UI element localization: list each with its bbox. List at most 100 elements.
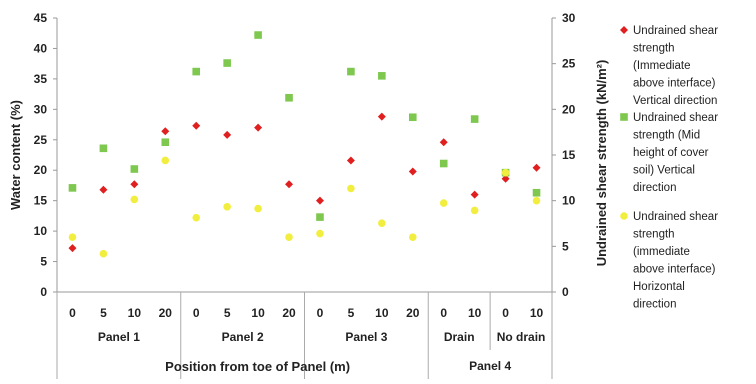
x-tick-label: 10 xyxy=(128,306,142,320)
x-tick-label: 5 xyxy=(348,306,355,320)
x-tick-label: 10 xyxy=(468,306,482,320)
legend: Undrained shear strength (Immediate above i… xyxy=(620,25,718,311)
legend-label-line: (Immediate xyxy=(633,60,691,72)
legend-label-line: direction xyxy=(633,299,676,311)
data-point-series-2 xyxy=(254,31,262,39)
data-point-series-3 xyxy=(223,202,231,211)
x-tick-label: 0 xyxy=(69,306,76,320)
legend-label-line: soil) Vertical xyxy=(633,165,695,177)
x-tick-label: 20 xyxy=(282,306,296,320)
data-point-series-1 xyxy=(377,112,386,121)
data-point-series-2 xyxy=(347,67,355,76)
data-point-series-1 xyxy=(408,167,417,176)
data-point-series-2 xyxy=(408,113,417,122)
x-tick-label: 0 xyxy=(317,306,324,320)
x-tick-label: 20 xyxy=(406,306,420,320)
data-point-series-1 xyxy=(346,156,355,165)
legend-label-line: (immediate xyxy=(633,246,690,258)
data-point-series-3 xyxy=(254,204,262,213)
data-point-series-2 xyxy=(223,59,231,67)
data-point-series-3 xyxy=(192,213,201,222)
legend-label-line: direction xyxy=(633,182,676,194)
x-axis-title: Position from toe of Panel (m) xyxy=(165,359,350,374)
legend-marker-series-2 xyxy=(620,113,628,121)
x-tick-label: 5 xyxy=(100,306,107,320)
data-point-series-1 xyxy=(130,180,139,189)
data-point-series-2 xyxy=(99,144,108,153)
left-tick-label: 15 xyxy=(34,194,48,208)
x-tick-label: 10 xyxy=(375,306,389,320)
right-tick-label: 15 xyxy=(562,148,576,162)
data-point-series-1 xyxy=(470,190,479,199)
legend-label-line: above interface) xyxy=(633,78,716,90)
data-point-series-1 xyxy=(254,123,263,132)
data-point-series-1 xyxy=(192,121,201,130)
x-tick-label: 10 xyxy=(530,306,544,320)
data-point-series-3 xyxy=(378,219,386,227)
data-point-series-1 xyxy=(68,244,77,253)
data-point-series-3 xyxy=(316,229,324,238)
legend-label-line: Horizontal xyxy=(633,281,685,293)
data-point-series-1 xyxy=(223,130,232,139)
supergroup-label: Panel 4 xyxy=(469,359,511,373)
data-point-series-3 xyxy=(68,233,77,241)
data-point-series-3 xyxy=(99,249,108,258)
data-point-series-1 xyxy=(501,174,510,183)
right-tick-label: 0 xyxy=(562,285,569,299)
x-tick-label: 10 xyxy=(251,306,265,320)
left-tick-label: 0 xyxy=(40,285,47,299)
group-label: Panel 1 xyxy=(98,330,140,344)
data-point-series-3 xyxy=(347,184,355,193)
x-tick-label: 0 xyxy=(502,306,509,320)
data-point-series-1 xyxy=(99,185,108,194)
x-tick-label: 0 xyxy=(193,306,200,320)
data-point-series-2 xyxy=(316,213,324,221)
left-tick-label: 35 xyxy=(34,72,48,86)
data-point-series-2 xyxy=(532,188,541,197)
data-point-series-2 xyxy=(130,165,139,173)
data-point-series-1 xyxy=(285,180,294,189)
legend-marker-series-1 xyxy=(620,26,628,34)
x-tick-label: 20 xyxy=(159,306,173,320)
data-point-series-2 xyxy=(439,159,448,168)
left-tick-label: 30 xyxy=(34,102,48,116)
legend-label-line: Vertical direction xyxy=(633,95,717,107)
legend-label-line: height of cover xyxy=(633,147,709,159)
group-label: Drain xyxy=(444,330,475,344)
legend-label-line: above interface) xyxy=(633,264,716,276)
data-point-series-2 xyxy=(285,93,293,102)
left-tick-label: 20 xyxy=(34,163,48,177)
data-point-series-3 xyxy=(470,206,479,215)
data-point-series-3 xyxy=(161,156,170,165)
x-tick-label: 0 xyxy=(440,306,447,320)
data-point-series-2 xyxy=(378,72,386,80)
data-point-series-3 xyxy=(408,233,417,241)
data-point-series-2 xyxy=(192,67,201,76)
data-points-layer xyxy=(68,31,541,258)
right-tick-label: 30 xyxy=(562,11,576,25)
legend-label-line: strength xyxy=(633,43,675,55)
data-point-series-3 xyxy=(130,195,139,204)
left-tick-label: 10 xyxy=(34,224,48,238)
axes-layer xyxy=(53,17,556,379)
right-tick-label: 5 xyxy=(562,239,569,253)
legend-label-line: Undrained shear xyxy=(633,112,718,124)
legend-label-line: Undrained shear xyxy=(633,211,718,223)
data-point-series-2 xyxy=(161,138,170,147)
data-point-series-2 xyxy=(470,115,479,123)
data-point-series-3 xyxy=(501,168,510,177)
data-point-series-1 xyxy=(161,127,170,136)
group-label: No drain xyxy=(497,330,546,344)
group-label: Panel 3 xyxy=(345,330,387,344)
legend-marker-series-3 xyxy=(620,212,628,220)
left-tick-label: 40 xyxy=(34,41,48,55)
data-point-series-3 xyxy=(439,199,448,207)
right-tick-label: 25 xyxy=(562,57,576,71)
left-axis-title: Water content (%) xyxy=(8,100,23,210)
data-point-series-1 xyxy=(315,196,324,205)
legend-label-line: Undrained shear xyxy=(633,25,718,37)
right-axis-title: Undrained shear strength (kN/m²) xyxy=(594,60,609,267)
data-point-series-2 xyxy=(68,184,77,192)
